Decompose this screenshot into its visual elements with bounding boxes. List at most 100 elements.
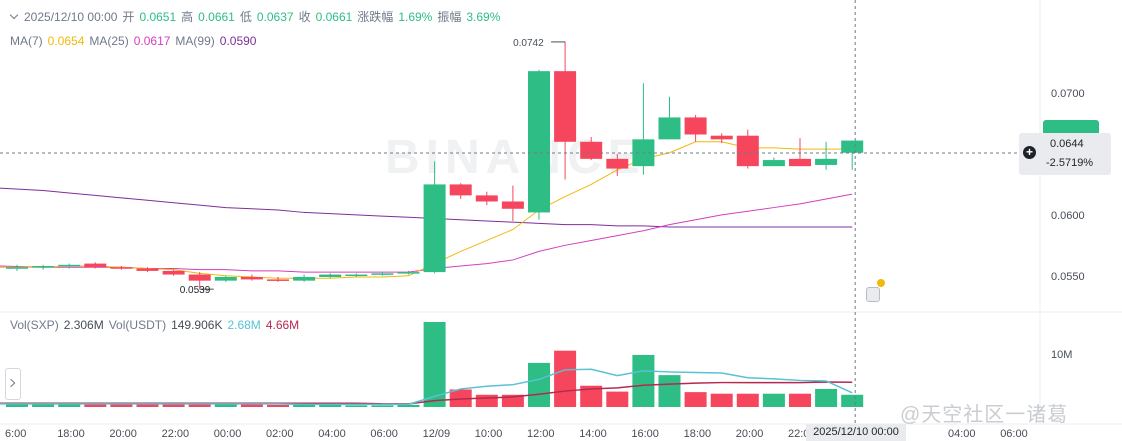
- volume-bar: [710, 393, 733, 407]
- volume-bar: [789, 393, 811, 407]
- time-tick-label: 14:00: [579, 428, 607, 440]
- close-value: 0.0661: [315, 9, 353, 24]
- volume-bar: [214, 404, 237, 407]
- volume-bar: [58, 403, 81, 407]
- vol-usdt-label: Vol(USDT): [108, 318, 167, 332]
- ma7-value: 0.0654: [47, 34, 85, 48]
- candle-body: [554, 71, 577, 142]
- price-tick-label: 0.0550: [1051, 271, 1085, 283]
- volume-bar: [423, 322, 446, 407]
- volume-bar: [136, 404, 159, 407]
- volume-bar: [267, 404, 289, 407]
- amplitude-value: 3.69%: [466, 9, 501, 24]
- ohlc-legend: 2025/12/10 00:00 开 0.0651 高 0.0661 低 0.0…: [10, 8, 505, 25]
- time-tick-label: 20:00: [109, 428, 137, 440]
- price-tick-label: 0.0700: [1051, 88, 1085, 100]
- volume-bar: [6, 403, 28, 407]
- time-tick-label: 22:00: [162, 428, 190, 440]
- candle-body: [606, 158, 629, 169]
- volume-bar: [110, 404, 133, 407]
- time-tick-label: 00:00: [214, 428, 242, 440]
- candle-body: [789, 158, 811, 167]
- crosshair-price-tag[interactable]: + 0.0644 -2.5719%: [1019, 133, 1111, 175]
- crosshair-change: -2.5719%: [1046, 157, 1094, 169]
- candle-body: [841, 140, 864, 153]
- low-value: 0.0637: [256, 9, 294, 24]
- volume-legend: Vol(SXP) 2.306M Vol(USDT) 149.906K 2.68M…: [10, 318, 304, 332]
- time-tick-label: 06:00: [1000, 428, 1028, 440]
- vol-usdt-value: 149.906K: [171, 318, 223, 332]
- candle-body: [710, 135, 733, 140]
- volume-bar: [371, 405, 394, 407]
- volume-bar: [528, 362, 550, 407]
- close-label: 收: [298, 10, 311, 24]
- volume-bar: [319, 404, 342, 407]
- candle-body: [6, 267, 28, 269]
- legend-date: 2025/12/10 00:00: [24, 9, 118, 24]
- crosshair-price: 0.0644: [1050, 138, 1084, 150]
- vol-value: 2.306M: [63, 318, 104, 332]
- candle-body: [371, 273, 394, 275]
- candle-body: [501, 201, 524, 209]
- volume-bar: [475, 394, 498, 407]
- volume-bar: [580, 385, 603, 407]
- low-label: 低: [239, 10, 252, 24]
- open-label: 开: [122, 10, 135, 24]
- candle-body: [762, 160, 785, 167]
- note-icon[interactable]: [866, 287, 880, 302]
- time-tick-label: 18:00: [57, 428, 85, 440]
- candle-body: [84, 263, 107, 268]
- candle-body: [136, 268, 159, 271]
- volume-bar: [762, 393, 785, 407]
- volume-bar: [188, 403, 211, 407]
- ma99-label: MA(99): [175, 34, 215, 48]
- volume-bar: [449, 389, 472, 407]
- candle-body: [32, 266, 55, 268]
- vol-ma-a-value: 2.68M: [227, 318, 261, 332]
- open-value: 0.0651: [139, 9, 177, 24]
- candle-body: [423, 184, 446, 273]
- volume-bar: [397, 404, 420, 407]
- last-price-marker: [1043, 120, 1099, 134]
- add-alert-plus-icon[interactable]: +: [1023, 146, 1036, 159]
- volume-bar: [240, 404, 263, 407]
- volume-bar: [554, 350, 577, 407]
- expand-panel-chevron-icon[interactable]: [5, 368, 21, 400]
- candle-body: [815, 158, 838, 165]
- candle-body: [684, 117, 707, 135]
- volume-bar: [632, 354, 655, 407]
- ma25-label: MA(25): [89, 34, 129, 48]
- collapse-chevron-icon[interactable]: [10, 12, 19, 21]
- candle-body: [162, 270, 185, 275]
- volume-bar: [345, 405, 368, 407]
- community-watermark: @天空社区一诸葛: [900, 404, 1069, 426]
- time-tick-label: 16:00: [631, 428, 659, 440]
- candle-body: [580, 141, 603, 159]
- high-label: 高: [181, 10, 194, 24]
- volume-bar: [684, 392, 707, 407]
- volume-bar: [84, 404, 107, 407]
- candle-body: [449, 184, 472, 196]
- change-label: 涨跌幅: [357, 10, 394, 24]
- notification-dot-icon: [877, 279, 885, 287]
- ma25-value: 0.0617: [133, 34, 171, 48]
- time-tick-label: 18:00: [684, 428, 712, 440]
- time-tick-label: 20:00: [736, 428, 764, 440]
- candle-body: [214, 276, 237, 281]
- change-value: 1.69%: [398, 9, 433, 24]
- high-value: 0.0661: [198, 9, 235, 24]
- candle-body: [293, 276, 316, 281]
- ma7-label: MA(7): [10, 34, 43, 48]
- volume-bar: [736, 393, 759, 407]
- volume-bar: [293, 404, 316, 407]
- ma-legend: MA(7) 0.0654 MA(25) 0.0617 MA(99) 0.0590: [10, 34, 261, 48]
- time-tick-label: 12/09: [423, 428, 451, 440]
- volume-bar: [658, 375, 681, 407]
- vol-label: Vol(SXP): [10, 318, 59, 332]
- time-tick-label: 10:00: [475, 428, 503, 440]
- candle-body: [345, 274, 368, 277]
- volume-bar: [162, 403, 185, 407]
- time-tick-label: 02:00: [266, 428, 294, 440]
- vol-ma-b-value: 4.66M: [265, 318, 300, 332]
